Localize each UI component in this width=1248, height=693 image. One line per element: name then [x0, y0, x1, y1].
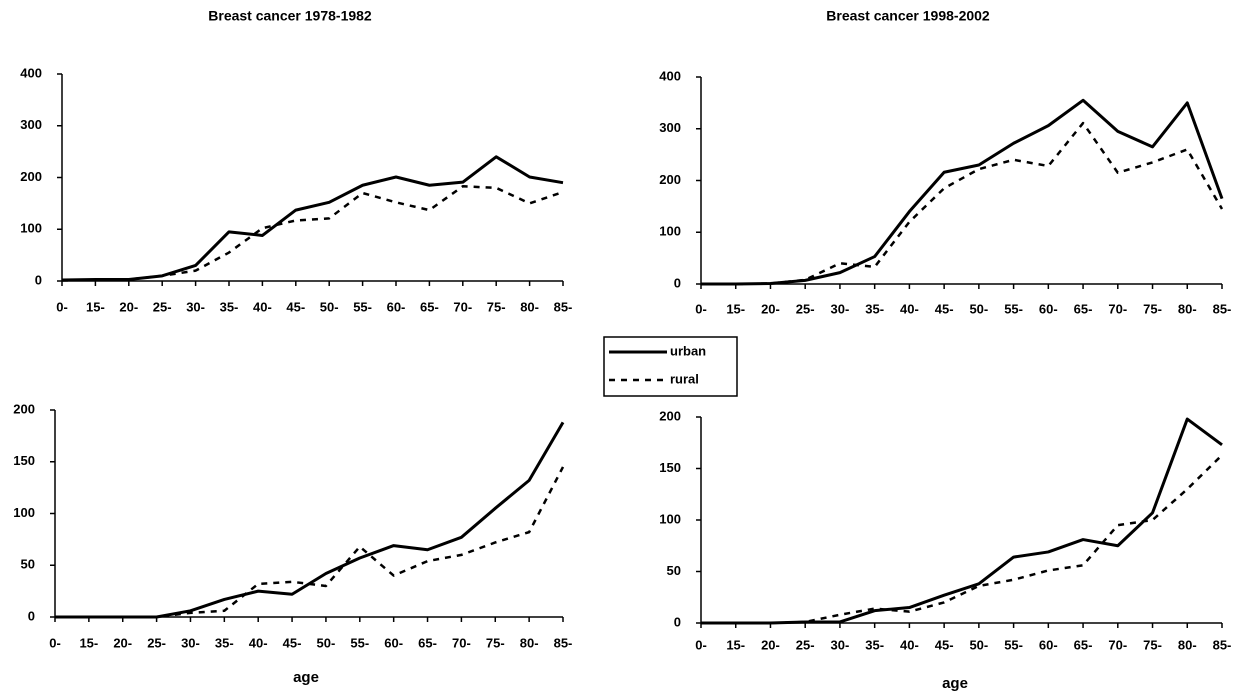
x-tick-label: 30- [181, 635, 200, 650]
x-tick-label: 20- [761, 301, 780, 316]
x-tick-label: 75- [486, 635, 505, 650]
x-tick-label: 85- [1213, 637, 1232, 652]
y-tick-label: 50 [21, 557, 35, 572]
x-tick-label: 0- [695, 301, 707, 316]
x-tick-label: 55- [350, 635, 369, 650]
chart-title: Breast cancer 1978-1982 [208, 8, 372, 24]
x-tick-label: 60- [1039, 301, 1058, 316]
chart-title: Breast cancer 1998-2002 [826, 8, 990, 24]
x-tick-label: 45- [935, 301, 954, 316]
y-tick-label: 300 [20, 117, 42, 132]
y-tick-label: 100 [659, 224, 681, 239]
x-tick-label: 0- [49, 635, 61, 650]
series-line [61, 185, 564, 282]
x-tick-label: 15- [726, 301, 745, 316]
x-tick-label: 15- [79, 635, 98, 650]
x-tick-label: 30- [831, 637, 850, 652]
x-tick-label: 35- [865, 637, 884, 652]
x-tick-label: 25- [147, 635, 166, 650]
x-tick-label: 65- [420, 299, 439, 314]
x-tick-label: 20- [113, 635, 132, 650]
y-tick-label: 200 [659, 408, 681, 423]
x-tick-label: 50- [969, 637, 988, 652]
x-tick-label: 60- [1039, 637, 1058, 652]
x-tick-label: 55- [353, 299, 372, 314]
x-tick-label: 20- [119, 299, 138, 314]
series-line [701, 454, 1223, 625]
x-tick-label: 15- [726, 637, 745, 652]
legend-box [603, 336, 738, 397]
x-tick-label: 60- [387, 299, 406, 314]
x-tick-label: 40- [900, 301, 919, 316]
x-tick-label: 40- [900, 637, 919, 652]
x-tick-label: 50- [317, 635, 336, 650]
y-tick-label: 300 [659, 120, 681, 135]
x-tick-label: 0- [695, 637, 707, 652]
x-tick-label: 30- [186, 299, 205, 314]
x-tick-label: 45- [935, 637, 954, 652]
x-tick-label: 70- [1108, 301, 1127, 316]
x-tick-label: 75- [487, 299, 506, 314]
x-tick-label: 75- [1143, 637, 1162, 652]
x-tick-label: 0- [56, 299, 68, 314]
x-tick-label: 35- [215, 635, 234, 650]
y-tick-label: 400 [659, 68, 681, 83]
x-tick-label: 45- [286, 299, 305, 314]
y-tick-label: 200 [659, 172, 681, 187]
y-tick-label: 100 [20, 221, 42, 236]
x-axis-label: age [293, 669, 319, 686]
x-tick-label: 80- [1178, 637, 1197, 652]
x-axis-label: age [942, 675, 968, 692]
x-tick-label: 80- [520, 635, 539, 650]
x-tick-label: 25- [153, 299, 172, 314]
x-tick-label: 40- [249, 635, 268, 650]
y-tick-label: 0 [674, 275, 681, 290]
x-tick-label: 55- [1004, 301, 1023, 316]
y-tick-label: 0 [674, 614, 681, 629]
y-tick-label: 50 [667, 563, 681, 578]
x-tick-label: 85- [1213, 301, 1232, 316]
x-tick-label: 80- [520, 299, 539, 314]
x-tick-label: 85- [554, 635, 573, 650]
series-line [701, 121, 1224, 286]
x-tick-label: 70- [453, 299, 472, 314]
series-line [55, 466, 565, 619]
y-tick-label: 0 [28, 608, 35, 623]
x-tick-label: 15- [86, 299, 105, 314]
y-tick-label: 200 [13, 401, 35, 416]
x-tick-label: 45- [283, 635, 302, 650]
series-line [701, 98, 1224, 286]
y-tick-label: 150 [13, 453, 35, 468]
y-tick-label: 150 [659, 460, 681, 475]
y-tick-label: 0 [35, 272, 42, 287]
x-tick-label: 50- [320, 299, 339, 314]
x-tick-label: 65- [418, 635, 437, 650]
x-tick-label: 70- [1108, 637, 1127, 652]
y-tick-label: 100 [659, 511, 681, 526]
x-tick-label: 30- [831, 301, 850, 316]
y-tick-label: 100 [13, 505, 35, 520]
x-tick-label: 35- [220, 299, 239, 314]
x-tick-label: 65- [1074, 637, 1093, 652]
x-tick-label: 75- [1143, 301, 1162, 316]
x-tick-label: 20- [761, 637, 780, 652]
x-tick-label: 50- [969, 301, 988, 316]
legend-label: urban [670, 343, 706, 358]
x-tick-label: 80- [1178, 301, 1197, 316]
series-line [55, 421, 565, 619]
x-tick-label: 25- [796, 301, 815, 316]
x-tick-label: 25- [796, 637, 815, 652]
y-tick-label: 400 [20, 65, 42, 80]
y-tick-label: 200 [20, 169, 42, 184]
x-tick-label: 60- [384, 635, 403, 650]
x-tick-label: 85- [554, 299, 573, 314]
x-tick-label: 65- [1074, 301, 1093, 316]
x-tick-label: 35- [865, 301, 884, 316]
legend-label: rural [670, 371, 699, 386]
series-line [61, 155, 564, 282]
x-tick-label: 70- [452, 635, 471, 650]
x-tick-label: 40- [253, 299, 272, 314]
x-tick-label: 55- [1004, 637, 1023, 652]
